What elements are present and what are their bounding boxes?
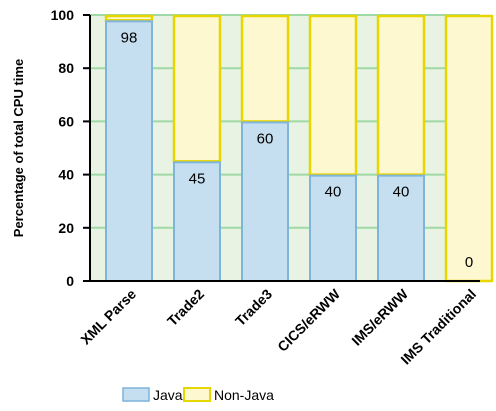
y-tick-label: 60 [58, 113, 74, 129]
legend: Java Non-Java [122, 387, 274, 403]
bar-non-java-5 [444, 14, 494, 283]
x-tick-labels: XML Parse Trade2 Trade3 CICS/eRWW IMS/eRWWIM… [77, 285, 479, 367]
bar-non-java-0 [104, 14, 154, 22]
bars [104, 14, 494, 283]
y-tick-label: 0 [66, 273, 74, 289]
bar-java-3 [309, 174, 357, 283]
x-tick-label: IMS/eRWW [348, 285, 411, 348]
y-tick-label: 100 [51, 7, 75, 23]
x-tick-label: XML Parse [77, 286, 139, 348]
bar-java-2 [241, 121, 289, 283]
bar-non-java-3 [308, 14, 358, 176]
legend-label-non-java: Non-Java [214, 387, 274, 403]
y-tick-labels: 0 20 40 60 80 100 [51, 7, 75, 289]
data-label: 45 [189, 170, 206, 187]
bar-java-4 [377, 174, 425, 283]
x-tick-label: Trade2 [164, 286, 207, 329]
data-label: 0 [465, 254, 473, 271]
y-tick-label: 40 [58, 167, 74, 183]
y-axis-label: Percentage of total CPU time [11, 59, 26, 237]
data-labels: 98 45 60 40 40 0 [121, 29, 474, 271]
data-label: 60 [257, 130, 274, 147]
x-tick-label: CICS/eRWW [274, 285, 343, 354]
bar-non-java-4 [376, 14, 426, 176]
legend-label-java: Java [153, 387, 183, 403]
y-tick-label: 80 [58, 60, 74, 76]
y-tick-label: 20 [58, 220, 74, 236]
x-tick-label: Trade3 [232, 286, 275, 329]
data-label: 40 [393, 184, 410, 201]
bar-non-java-2 [240, 14, 290, 123]
bar-java-0 [105, 20, 153, 282]
data-label: 98 [121, 29, 138, 46]
bar-non-java-1 [172, 14, 222, 163]
legend-swatch-java [122, 387, 150, 402]
data-label: 40 [325, 184, 342, 201]
axes [83, 14, 480, 282]
legend-swatch-non-java [183, 387, 211, 402]
